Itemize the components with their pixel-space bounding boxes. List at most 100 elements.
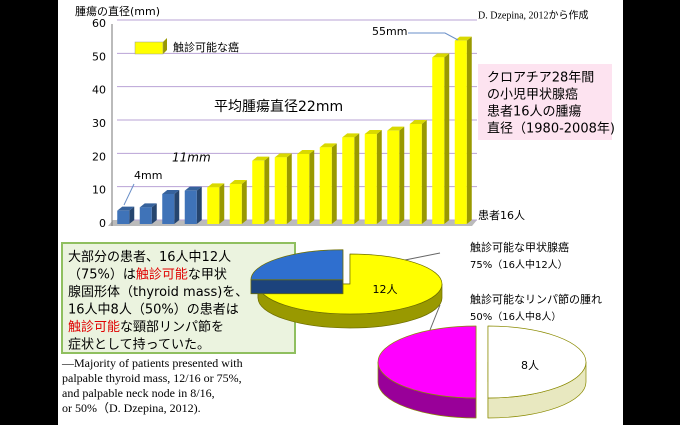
annotation-line (408, 32, 459, 41)
bar (297, 154, 310, 224)
bar-side (196, 186, 202, 224)
bar (252, 160, 265, 224)
summary-segment: （75%）は (68, 267, 136, 282)
y-tick-label: 10 (92, 184, 106, 197)
summary-line: 16人中8人（50%）の患者は (68, 302, 239, 317)
pie-face (250, 279, 344, 295)
bar (342, 137, 355, 224)
legend-swatch (134, 41, 164, 55)
annotation-line (123, 183, 135, 206)
summary-segment: 触診可能 (68, 319, 120, 335)
bar-side (421, 120, 427, 224)
info-line: クロアチア28年間 (487, 71, 594, 86)
bar-top (162, 190, 180, 194)
bar (274, 157, 287, 224)
bar-top (432, 53, 450, 58)
bar-side (174, 190, 180, 224)
bar (207, 187, 220, 224)
bar-top (454, 36, 472, 41)
y-tick-label: 50 (92, 50, 106, 63)
annotation: 4mm (134, 169, 162, 182)
bar-top (364, 130, 382, 134)
bar (387, 130, 400, 224)
x-axis-label: 患者16人 (478, 209, 525, 222)
bar-side (309, 150, 315, 224)
pie-slice (250, 249, 344, 281)
legend-swatch-side (163, 38, 167, 54)
pie-label: 8人 (521, 359, 539, 372)
bar (139, 207, 152, 224)
bar (162, 194, 175, 224)
bar-top (184, 186, 202, 191)
bar (319, 147, 332, 224)
bar-side (219, 183, 225, 224)
info-line: 直径（1980-2008年) (487, 122, 615, 137)
pie-slice (487, 325, 587, 399)
summary-line: （75%）は触診可能な甲状 (68, 266, 227, 282)
summary-line: 腺固形体（thyroid mass)を、 (68, 285, 248, 300)
summary-segment: 腺固形体（thyroid mass)を、 (68, 285, 248, 300)
summary-segment: 症状として持っていた。 (68, 337, 210, 352)
summary-line: 大部分の患者、16人中12人 (68, 250, 231, 265)
pie-subtitle: 50%（16人中8人） (470, 310, 561, 323)
pie-slice (377, 325, 477, 399)
bar (409, 124, 422, 224)
summary-segment: な甲状 (188, 267, 227, 282)
y-tick-label: 60 (92, 17, 106, 30)
bar-top (229, 180, 247, 184)
floor (108, 220, 477, 226)
bar-side (286, 153, 292, 224)
bar-top (319, 143, 337, 148)
bar-top (297, 150, 315, 154)
pie-subtitle: 75%（16人中12人） (470, 258, 568, 271)
summary-line: 症状として持っていた。 (68, 337, 210, 352)
bar-side (354, 133, 360, 224)
bar (117, 210, 130, 224)
bar-side (264, 156, 270, 224)
y-tick-label: 30 (92, 117, 106, 130)
bar-top (117, 206, 135, 211)
bar-side (129, 206, 135, 224)
summary-box (61, 242, 296, 354)
english-line: palpable thyroid mass, 12/16 or 75%, (62, 371, 242, 385)
pie-slice (257, 253, 443, 315)
bar-side (376, 130, 382, 224)
annotation: 55mm (372, 25, 407, 38)
annotation: 11mm (172, 151, 211, 165)
summary-segment: 大部分の患者、16人中12人 (68, 250, 231, 265)
summary-line: 触診可能な頸部リンパ節を (68, 319, 224, 335)
info-box (478, 64, 612, 140)
bar-side (241, 180, 247, 224)
bar-side (444, 53, 450, 225)
y-tick-label: 0 (99, 217, 106, 230)
bar-side (466, 36, 472, 224)
bar-top (207, 183, 225, 188)
bar-top (139, 203, 157, 208)
bar-top (387, 126, 405, 131)
y-tick-label: 20 (92, 150, 106, 163)
pie-title: 触診可能なリンパ節の腫れ (470, 292, 602, 306)
source: D. Dzepina, 2012から作成 (478, 9, 589, 21)
bar (454, 40, 467, 224)
bar (184, 190, 197, 224)
bar-side (151, 203, 157, 224)
y-axis-label: 腫瘍の直径(mm) (75, 4, 160, 18)
english-line: and palpable neck node in 8/16, (62, 386, 215, 400)
bar-top (274, 153, 292, 158)
leader-line (429, 304, 441, 331)
info-line: 患者16人の腫瘍 (487, 104, 582, 120)
legend-label: 触診可能な癌 (173, 40, 239, 54)
info-line: の小児甲状腺癌 (487, 87, 578, 103)
pie-label: 12人 (373, 283, 398, 296)
english-line: —Majority of patients presented with (61, 356, 243, 370)
summary-segment: 触診可能 (136, 266, 188, 282)
annotation: 平均腫瘍直径22mm (214, 98, 343, 115)
summary-segment: な頸部リンパ節を (120, 320, 224, 335)
bar-top (342, 133, 360, 138)
bar (229, 184, 242, 224)
bar-top (409, 120, 427, 124)
y-tick-label: 40 (92, 84, 106, 97)
bar (364, 134, 377, 224)
bar-top (252, 156, 270, 161)
